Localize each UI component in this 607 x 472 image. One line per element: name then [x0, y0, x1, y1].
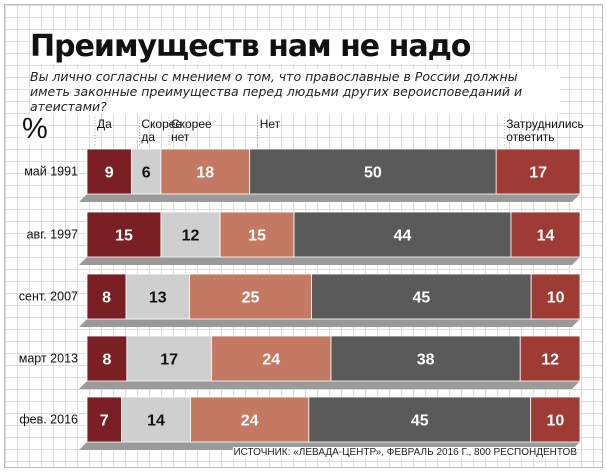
data-label: 38 [417, 352, 435, 369]
data-label: 17 [529, 165, 547, 182]
bar-segment [125, 273, 190, 320]
source-note: ИСТОЧНИК: «ЛЕВАДА-ЦЕНТР», ФЕВРАЛЬ 2016 Г… [233, 447, 577, 458]
data-label: 8 [102, 352, 111, 369]
legend-label-0: Да [97, 117, 112, 131]
bar-segment [160, 148, 251, 195]
data-label: 17 [160, 352, 178, 369]
data-label: 15 [248, 228, 266, 245]
bar-segment [293, 211, 512, 258]
data-label: 14 [147, 413, 165, 430]
bar-segment [130, 148, 162, 195]
bar-segment [86, 273, 127, 320]
bar-segment [311, 273, 532, 320]
category-label: фев. 2016 [19, 413, 78, 427]
bar-segment [495, 148, 581, 195]
bar-shadow [79, 257, 580, 265]
data-label: 45 [411, 413, 429, 430]
data-label: 12 [541, 352, 559, 369]
bar-segment [126, 335, 212, 382]
bar-segment [530, 273, 581, 320]
bar-shadow [79, 381, 580, 389]
bar-segment [510, 211, 581, 258]
data-label: 15 [115, 228, 133, 245]
data-label: 25 [242, 290, 260, 307]
bar-segment [308, 396, 532, 443]
data-label: 18 [196, 165, 214, 182]
bar-segment [519, 335, 581, 382]
data-label: 10 [547, 290, 565, 307]
category-label: авг. 1997 [27, 228, 78, 242]
data-label: 12 [182, 228, 200, 245]
legend-label-4: Затруднились ответить [506, 117, 584, 144]
bar-segment [160, 211, 221, 258]
bar-segment [530, 396, 581, 443]
data-label: 24 [241, 413, 259, 430]
category-label: март 2013 [19, 352, 78, 366]
data-label: 13 [149, 290, 167, 307]
data-label: 50 [364, 165, 382, 182]
bar-segment [86, 148, 132, 195]
data-label: 8 [102, 290, 111, 307]
data-label: 24 [262, 352, 280, 369]
bar-segment [330, 335, 521, 382]
bar-shadow [79, 194, 580, 202]
bar-segment [121, 396, 191, 443]
bar-segment [219, 211, 295, 258]
data-label: 6 [142, 165, 151, 182]
bar-segment [86, 335, 128, 382]
bar-segment [86, 211, 162, 258]
chart-subtitle: Вы лично согласны с мнением о том, что п… [30, 69, 560, 114]
bar-shadow [79, 319, 580, 327]
bar-segment [190, 396, 310, 443]
bar-segment [86, 396, 122, 443]
percent-label: % [22, 113, 48, 145]
category-label: сент. 2007 [19, 290, 78, 304]
legend-label-3: Нет [260, 117, 281, 131]
legend-label-1: Скорее да [141, 117, 182, 144]
data-label: 14 [537, 228, 555, 245]
data-label: 9 [105, 165, 114, 182]
data-label: 7 [100, 413, 109, 430]
data-label: 44 [394, 228, 412, 245]
category-label: май 1991 [24, 165, 78, 179]
bar-segment [189, 273, 312, 320]
chart-title: Преимуществ нам не надо [30, 29, 471, 64]
bar-segment [249, 148, 497, 195]
legend-label-2: Скорее нет [171, 117, 212, 144]
data-label: 10 [546, 413, 564, 430]
data-label: 45 [412, 290, 430, 307]
bar-segment [211, 335, 332, 382]
